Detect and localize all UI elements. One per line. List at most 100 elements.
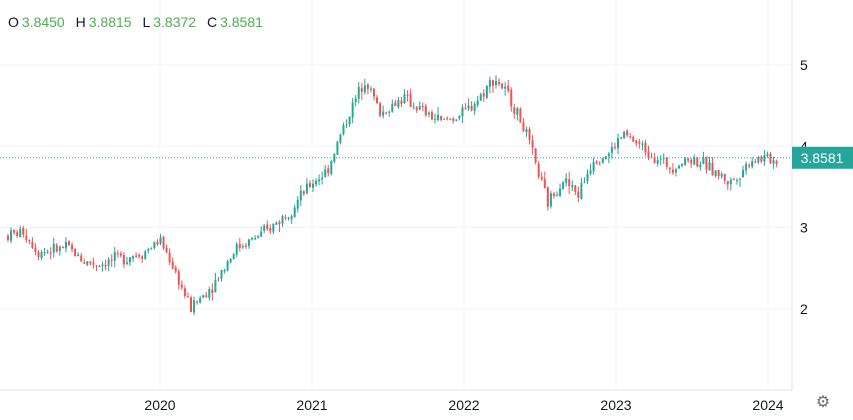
candle-body [177, 271, 180, 285]
candle-body [52, 243, 55, 253]
candle-body [55, 245, 58, 252]
low-label: L [142, 14, 151, 30]
candle-body [702, 157, 705, 164]
candle-body [369, 88, 372, 90]
candle-body [260, 231, 263, 237]
candle-body [729, 179, 732, 185]
candle-body [266, 224, 269, 229]
candle-body [174, 267, 177, 272]
candle-body [211, 289, 214, 293]
candle-body [430, 112, 433, 120]
candle-body [482, 93, 485, 97]
candle-body [269, 228, 272, 232]
candle-body [290, 216, 293, 220]
candle-body [345, 124, 348, 126]
candle-body [586, 173, 589, 182]
candle-body [446, 118, 449, 120]
candle-body [171, 261, 174, 269]
candle-body [116, 253, 119, 255]
candle-body [409, 93, 412, 107]
price-axis[interactable]: 2 3 4 5 [791, 0, 808, 390]
low-value: 3.8372 [153, 14, 197, 30]
candle-body [531, 139, 534, 148]
candle-body [617, 138, 619, 149]
candle-body [95, 265, 98, 267]
candle-body [58, 246, 61, 252]
candle-body [513, 107, 516, 114]
candle-body [302, 191, 305, 194]
candle-body [653, 157, 656, 163]
candle-body [748, 165, 751, 167]
candle-body [525, 129, 528, 133]
candle-body [458, 115, 461, 119]
candle-body [312, 183, 314, 188]
candle-body [671, 169, 674, 173]
last-price-text: 3.8581 [801, 150, 844, 166]
candle-body [452, 118, 455, 122]
candle-body [711, 162, 714, 176]
candle-body [22, 228, 25, 235]
candle-body [604, 156, 607, 160]
candle-body [552, 193, 555, 196]
candle-body [467, 105, 470, 109]
candle-body [89, 261, 92, 264]
candle-body [632, 136, 635, 142]
candle-body [485, 85, 488, 98]
candle-body [488, 80, 491, 87]
candle-body [13, 229, 16, 233]
candle-body [257, 236, 260, 239]
candle-body [141, 256, 144, 260]
candle-body [519, 108, 522, 123]
candle-body [330, 161, 333, 175]
candle-body [104, 264, 107, 267]
candle-body [223, 269, 226, 272]
candle-body [348, 116, 351, 125]
candle-body [644, 142, 647, 153]
candle-body [61, 247, 64, 249]
candle-body [592, 161, 595, 172]
candle-body [183, 288, 186, 297]
candle-body [763, 155, 766, 162]
candle-body [739, 178, 741, 180]
candle-body [635, 140, 638, 144]
candle-body [168, 252, 171, 263]
time-tick-label: 2024 [752, 397, 783, 413]
candle-body [293, 207, 296, 218]
candle-body [495, 81, 497, 86]
gear-icon[interactable]: ⚙ [815, 394, 831, 411]
candle-body [559, 188, 562, 196]
candle-body [190, 297, 192, 313]
candle-body [678, 165, 680, 169]
candle-body [7, 235, 9, 240]
candle-body [568, 179, 571, 186]
candle-body [299, 190, 302, 201]
candle-body [540, 177, 543, 180]
candle-body [321, 177, 324, 180]
candle-body [43, 252, 46, 254]
candle-body [220, 270, 223, 279]
candle-body [574, 185, 577, 193]
candle-body [71, 244, 74, 250]
candle-body [598, 163, 601, 165]
candle-body [455, 119, 458, 121]
candle-body [165, 247, 168, 253]
candle-body [528, 129, 531, 140]
close-label: C [206, 14, 218, 30]
candle-body [107, 259, 110, 266]
candle-body [336, 141, 339, 155]
candle-body [138, 254, 141, 257]
candle-series [7, 75, 778, 316]
last-price-badge [792, 146, 853, 169]
candle-body [443, 118, 446, 120]
candle-body [473, 103, 476, 111]
candle-body [412, 106, 415, 108]
time-axis[interactable]: 2020 2021 2022 2023 2024 [0, 389, 792, 413]
candle-body [196, 301, 199, 303]
candle-body [28, 239, 31, 242]
candle-body [681, 163, 684, 166]
candle-body [690, 160, 693, 164]
candle-body [16, 232, 19, 236]
candle-body [470, 106, 473, 111]
